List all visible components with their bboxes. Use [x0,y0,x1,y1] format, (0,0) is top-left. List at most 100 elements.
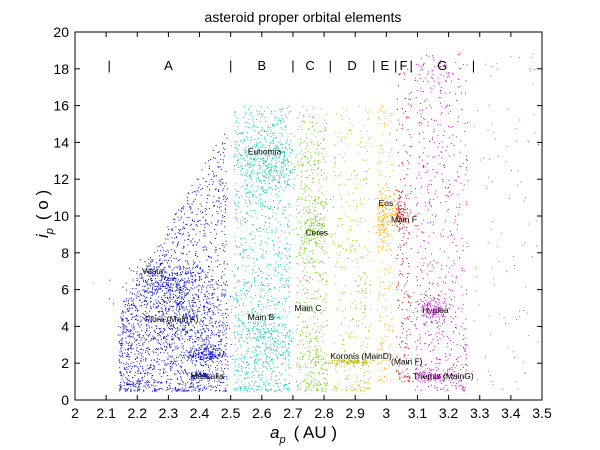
scatter-point [210,243,212,245]
scatter-point [297,389,299,391]
scatter-point [204,354,206,356]
scatter-point [145,358,147,360]
scatter-point [185,224,187,225]
scatter-point [202,388,204,390]
scatter-point [236,155,238,157]
scatter-point [368,387,370,389]
scatter-point [129,371,131,373]
scatter-point [191,318,193,320]
scatter-point [205,318,207,320]
scatter-point [318,145,320,146]
scatter-point [243,140,245,142]
scatter-point [143,389,144,391]
scatter-point [128,307,130,309]
scatter-point [128,359,130,360]
scatter-point [208,184,210,186]
scatter-point [130,329,132,331]
scatter-point [274,341,276,343]
scatter-point [206,354,208,356]
scatter-point [225,325,227,327]
scatter-point [312,203,314,205]
scatter-point [186,288,188,290]
scatter-point [313,160,315,162]
scatter-point [312,294,314,296]
scatter-point [197,178,199,180]
scatter-point [190,271,191,273]
scatter-point [323,333,325,335]
scatter-point [212,326,214,328]
scatter-point [304,228,306,230]
scatter-point [212,286,214,288]
scatter-point [259,301,261,302]
scatter-point [305,206,307,208]
scatter-point [140,365,141,367]
scatter-point [192,325,194,327]
scatter-point [289,383,290,384]
scatter-point [243,284,245,286]
scatter-point [157,342,159,344]
scatter-point [285,337,287,339]
scatter-point [175,301,177,303]
scatter-point [180,273,182,275]
scatter-point [259,321,261,323]
scatter-point [146,268,148,270]
scatter-point [303,262,305,264]
scatter-point [171,228,173,230]
scatter-point [185,317,187,319]
scatter-point [163,276,165,278]
scatter-point [145,383,147,385]
scatter-point [285,358,287,360]
scatter-point [236,359,238,361]
scatter-point [178,389,180,391]
scatter-point [192,238,194,240]
scatter-point [342,108,344,110]
scatter-point [153,292,155,294]
scatter-point [152,275,154,277]
scatter-point [155,274,157,276]
scatter-point [171,306,173,307]
scatter-point [312,358,314,360]
scatter-point [258,132,260,134]
scatter-point [126,382,128,383]
scatter-point [260,331,262,333]
scatter-point [237,354,239,356]
scatter-point [225,240,227,242]
scatter-point [126,326,128,328]
scatter-point [255,349,256,350]
scatter-point [304,236,306,238]
scatter-point [187,293,189,295]
scatter-point [257,185,259,187]
scatter-point [253,323,255,325]
scatter-point [258,336,260,338]
scatter-point [333,196,335,198]
scatter-point [278,148,280,150]
scatter-point [282,176,284,178]
scatter-point [277,331,279,333]
scatter-point [273,149,275,151]
scatter-point [197,332,199,334]
scatter-point [177,389,179,391]
scatter-point [202,339,204,341]
scatter-point [297,196,299,198]
scatter-point [147,368,149,370]
scatter-point [313,217,315,219]
scatter-point [356,389,358,391]
scatter-point [190,272,192,274]
scatter-point [183,226,185,228]
scatter-point [200,272,202,274]
scatter-point [224,268,226,270]
scatter-point [235,213,237,215]
scatter-point [235,203,237,205]
scatter-point [166,254,168,256]
scatter-point [218,201,220,203]
scatter-point [313,210,315,212]
scatter-point [183,328,185,330]
scatter-point [326,324,328,326]
scatter-point [207,337,209,339]
scatter-point [297,384,299,386]
scatter-point [173,324,175,326]
scatter-point [310,235,312,237]
scatter-point [308,194,310,196]
scatter-point [161,299,163,301]
scatter-point [196,317,198,319]
